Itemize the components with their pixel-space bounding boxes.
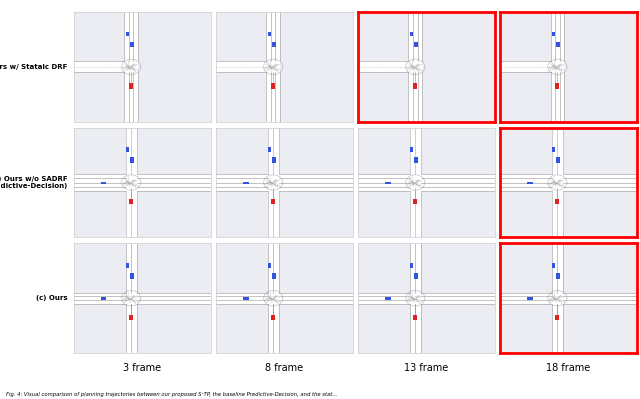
Bar xyxy=(268,263,271,267)
Bar xyxy=(556,83,559,89)
Bar xyxy=(552,263,555,267)
Bar xyxy=(268,148,271,152)
Bar xyxy=(243,182,248,184)
Bar xyxy=(410,243,420,353)
Bar xyxy=(271,315,275,320)
Bar xyxy=(500,174,637,192)
Bar xyxy=(410,263,413,267)
Bar xyxy=(125,128,136,237)
Bar xyxy=(385,182,390,184)
Bar xyxy=(129,199,133,205)
Text: (a) Ours w/ Stataic DRF: (a) Ours w/ Stataic DRF xyxy=(0,64,67,70)
Bar xyxy=(410,148,413,152)
Bar xyxy=(414,157,418,163)
Bar xyxy=(129,83,133,89)
Bar xyxy=(125,32,129,36)
Bar xyxy=(74,61,125,72)
Text: (c) Ours: (c) Ours xyxy=(36,295,67,301)
Text: 13 frame: 13 frame xyxy=(404,363,449,373)
Bar xyxy=(271,199,275,205)
Bar xyxy=(527,182,532,184)
Bar xyxy=(130,273,134,279)
Bar xyxy=(556,273,560,279)
Bar xyxy=(556,157,560,163)
Bar xyxy=(385,298,390,300)
Bar xyxy=(243,298,248,300)
Bar xyxy=(268,243,278,353)
Bar xyxy=(268,32,271,36)
Bar xyxy=(414,41,418,47)
Bar xyxy=(410,32,413,36)
Bar xyxy=(552,32,555,36)
Bar xyxy=(272,41,276,47)
Text: (b) Ours w/o SADRF
(Predictive-Decision): (b) Ours w/o SADRF (Predictive-Decision) xyxy=(0,176,67,189)
Bar xyxy=(527,298,532,300)
Bar xyxy=(272,273,276,279)
Bar xyxy=(101,298,106,300)
Bar xyxy=(271,83,275,89)
Bar xyxy=(268,128,278,237)
Text: 18 frame: 18 frame xyxy=(546,363,591,373)
Bar xyxy=(130,157,134,163)
Bar xyxy=(74,174,211,192)
Bar xyxy=(413,83,417,89)
Bar xyxy=(410,128,420,237)
Bar xyxy=(130,41,134,47)
Bar xyxy=(266,12,280,122)
Bar xyxy=(216,293,353,304)
Bar xyxy=(358,293,495,304)
Bar xyxy=(552,148,555,152)
Bar xyxy=(358,174,495,192)
Bar xyxy=(413,199,417,205)
Bar xyxy=(408,12,422,122)
Bar xyxy=(552,128,563,237)
Bar xyxy=(216,174,353,192)
Bar xyxy=(500,293,637,304)
Text: 3 frame: 3 frame xyxy=(123,363,161,373)
Bar xyxy=(272,157,276,163)
Bar xyxy=(216,61,267,72)
Bar xyxy=(358,61,409,72)
Text: Fig. 4: Visual comparison of planning trajectories between our proposed S²TP, th: Fig. 4: Visual comparison of planning tr… xyxy=(6,392,337,397)
Bar xyxy=(124,12,138,122)
Bar xyxy=(74,293,211,304)
Bar xyxy=(552,243,563,353)
Bar xyxy=(413,315,417,320)
Bar xyxy=(556,315,559,320)
Bar xyxy=(414,273,418,279)
Bar xyxy=(556,41,560,47)
Text: 8 frame: 8 frame xyxy=(265,363,303,373)
Bar xyxy=(101,182,106,184)
Bar xyxy=(125,263,129,267)
Bar xyxy=(550,12,564,122)
Bar xyxy=(129,315,133,320)
Bar xyxy=(125,148,129,152)
Bar xyxy=(125,243,136,353)
Bar xyxy=(500,61,551,72)
Bar xyxy=(556,199,559,205)
